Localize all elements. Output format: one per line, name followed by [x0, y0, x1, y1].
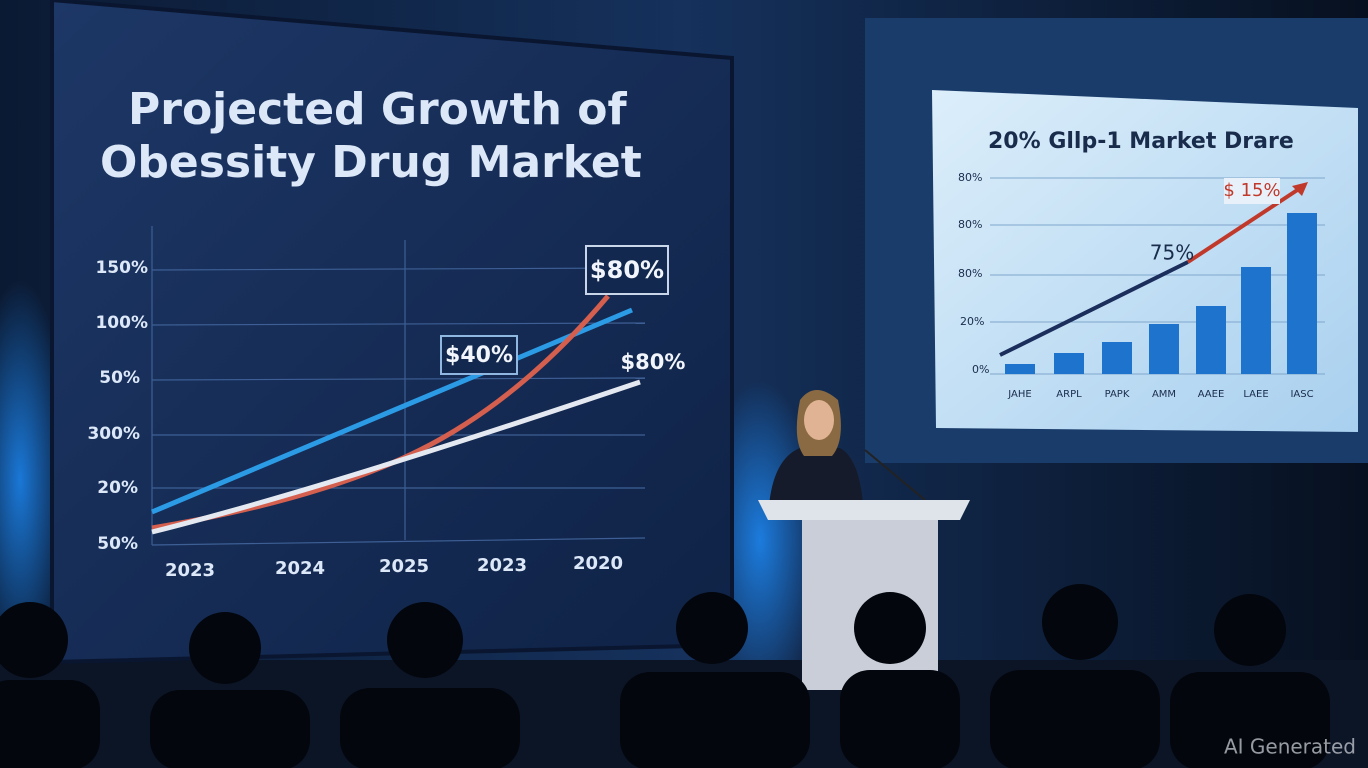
x-label: 2023 — [165, 560, 215, 581]
bar — [1287, 213, 1317, 374]
left-x-labels: 2023 2024 2025 2023 2020 — [165, 553, 623, 581]
callout-box — [1224, 178, 1280, 204]
bar — [1241, 267, 1271, 374]
y-label: 300% — [87, 424, 140, 444]
y-label: 20% — [960, 315, 984, 328]
callout: 75% — [1150, 241, 1194, 265]
red-line — [151, 294, 610, 531]
audience — [0, 584, 1330, 768]
x-label: IASC — [1290, 389, 1313, 400]
navy-line — [999, 260, 1189, 357]
x-label: 2024 — [275, 558, 325, 579]
right-x-labels: JAHE ARPL PAPK AMM AAEE LAEE IASC — [1007, 389, 1313, 400]
title-line: Obessity Drug Market — [100, 137, 642, 188]
watermark: AI Generated — [1224, 735, 1356, 759]
x-label: JAHE — [1007, 389, 1031, 400]
x-label: AAEE — [1198, 389, 1225, 400]
x-label: LAEE — [1243, 389, 1268, 400]
bar — [1149, 324, 1179, 374]
podium-top — [758, 500, 970, 520]
callout: $ 15% — [1223, 180, 1280, 201]
bar — [1102, 342, 1132, 374]
white-line — [151, 379, 641, 535]
microphone — [864, 449, 926, 501]
y-label: 50% — [99, 368, 140, 388]
speaker-face — [804, 400, 834, 440]
x-label: ARPL — [1056, 389, 1082, 400]
x-label: 2025 — [379, 556, 429, 577]
callout-box — [440, 335, 518, 375]
y-label: 20% — [97, 478, 138, 498]
x-label: PAPK — [1105, 389, 1130, 400]
bar — [1196, 306, 1226, 374]
bar — [1054, 353, 1084, 374]
y-label: 80% — [958, 267, 982, 280]
left-title: Projected Growth of Obessity Drug Market — [100, 84, 642, 188]
right-bars — [1005, 213, 1317, 374]
y-label: 0% — [972, 363, 989, 376]
y-label: 80% — [958, 171, 982, 184]
red-line — [1186, 183, 1307, 264]
x-label: 2020 — [573, 553, 623, 574]
blue-line — [151, 307, 633, 515]
callout-box — [585, 245, 669, 295]
y-label: 150% — [95, 258, 148, 278]
left-grid — [151, 226, 646, 546]
bar — [1005, 364, 1035, 374]
y-label: 50% — [97, 534, 138, 554]
left-y-labels: 150% 100% 50% 300% 20% 50% — [87, 258, 148, 554]
callout: $80% — [590, 256, 664, 284]
title-line: Projected Growth of — [128, 84, 627, 135]
callout: $80% — [621, 350, 686, 374]
x-label: 2023 — [477, 555, 527, 576]
right-title: 20% Gllp-1 Market Drare — [988, 129, 1294, 154]
x-label: AMM — [1152, 389, 1176, 400]
arrow-head — [1292, 182, 1308, 196]
callout: $40% — [445, 343, 513, 368]
y-label: 100% — [95, 313, 148, 333]
y-label: 80% — [958, 218, 982, 231]
right-y-labels: 80% 80% 80% 20% 0% — [958, 171, 989, 376]
